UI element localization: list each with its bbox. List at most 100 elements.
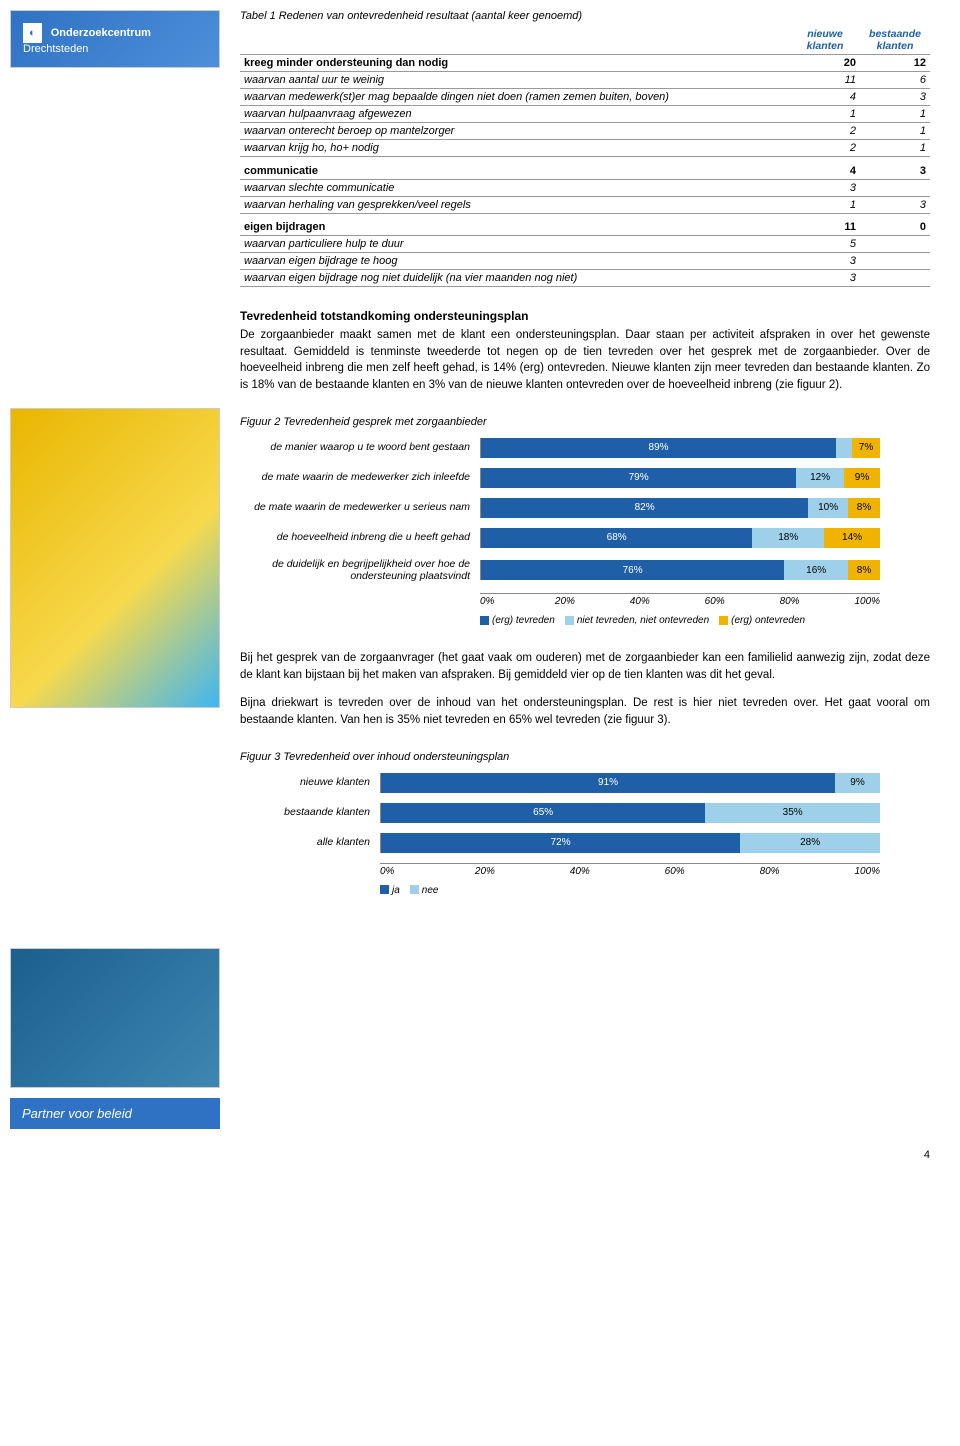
- row-value-new: 4: [790, 163, 860, 180]
- main-content: Tabel 1 Redenen van ontevredenheid resul…: [230, 0, 960, 1129]
- section1-heading: Tevredenheid totstandkoming ondersteunin…: [240, 309, 930, 323]
- bar-wrap: 65%35%: [380, 803, 880, 823]
- table-row: eigen bijdragen110: [240, 219, 930, 236]
- bar-label: bestaande klanten: [240, 806, 380, 819]
- bar-segment: 18%: [752, 528, 824, 548]
- chart-bar-row: de duidelijk en begrijpelijkheid over ho…: [240, 558, 880, 583]
- bar-segment: 16%: [784, 560, 848, 580]
- bar-segment: 82%: [481, 498, 808, 518]
- row-label: waarvan medewerk(st)er mag bepaalde ding…: [240, 89, 790, 106]
- bar-wrap: 79%12%9%: [480, 468, 880, 488]
- row-label: waarvan eigen bijdrage te hoog: [240, 253, 790, 270]
- figure2-caption: Figuur 2 Tevredenheid gesprek met zorgaa…: [240, 416, 930, 428]
- bar-segment: 72%: [381, 833, 740, 853]
- bar-wrap: 68%18%14%: [480, 528, 880, 548]
- bar-wrap: 72%28%: [380, 833, 880, 853]
- chart-bar-row: nieuwe klanten91%9%: [240, 773, 880, 793]
- table-row: kreeg minder ondersteuning dan nodig2012: [240, 55, 930, 72]
- bar-label: alle klanten: [240, 836, 380, 849]
- figure2-chart: de manier waarop u te woord bent gestaan…: [240, 438, 880, 626]
- table-row: waarvan medewerk(st)er mag bepaalde ding…: [240, 89, 930, 106]
- row-value-existing: 3: [860, 196, 930, 213]
- bar-label: de manier waarop u te woord bent gestaan: [240, 441, 480, 454]
- row-label: eigen bijdragen: [240, 219, 790, 236]
- chart-axis: 0%20%40%60%80%100%: [480, 593, 880, 607]
- bar-label: de mate waarin de medewerker u serieus n…: [240, 501, 480, 514]
- row-label: waarvan onterecht beroep op mantelzorger: [240, 123, 790, 140]
- row-label: waarvan hulpaanvraag afgewezen: [240, 106, 790, 123]
- page-number: 4: [0, 1149, 960, 1161]
- sidebar: ◐ Onderzoekcentrum Drechtsteden Partner …: [0, 0, 230, 1129]
- row-label: communicatie: [240, 163, 790, 180]
- row-value-existing: 12: [860, 55, 930, 72]
- table-row: waarvan particuliere hulp te duur5: [240, 236, 930, 253]
- row-label: waarvan particuliere hulp te duur: [240, 236, 790, 253]
- row-value-existing: 0: [860, 219, 930, 236]
- bar-segment: 91%: [381, 773, 835, 793]
- bar-label: de hoeveelheid inbreng die u heeft gehad: [240, 531, 480, 544]
- bar-segment: 8%: [848, 560, 880, 580]
- legend-swatch: [480, 616, 489, 625]
- bar-segment: 35%: [705, 803, 880, 823]
- chart-axis: 0%20%40%60%80%100%: [380, 863, 880, 877]
- bar-segment: [836, 438, 852, 458]
- legend-label: (erg) tevreden: [492, 615, 555, 626]
- section1-para: De zorgaanbieder maakt samen met de klan…: [240, 327, 930, 394]
- row-value-existing: 3: [860, 89, 930, 106]
- row-value-new: 2: [790, 123, 860, 140]
- table-row: waarvan eigen bijdrage nog niet duidelij…: [240, 270, 930, 287]
- row-value-new: 11: [790, 219, 860, 236]
- bar-segment: 65%: [381, 803, 705, 823]
- bar-segment: 7%: [852, 438, 880, 458]
- bar-segment: 89%: [481, 438, 836, 458]
- row-value-existing: 1: [860, 106, 930, 123]
- chart-bar-row: de manier waarop u te woord bent gestaan…: [240, 438, 880, 458]
- row-value-new: 2: [790, 140, 860, 157]
- legend-swatch: [719, 616, 728, 625]
- table1-col1: nieuweklanten: [790, 26, 860, 55]
- section2-para2: Bijna driekwart is tevreden over de inho…: [240, 695, 930, 728]
- chart-legend: janee: [380, 885, 880, 896]
- row-label: waarvan aantal uur te weinig: [240, 72, 790, 89]
- row-value-new: 4: [790, 89, 860, 106]
- row-value-existing: [860, 253, 930, 270]
- section2-para1: Bij het gesprek van de zorgaanvrager (he…: [240, 650, 930, 683]
- row-label: kreeg minder ondersteuning dan nodig: [240, 55, 790, 72]
- bar-segment: 68%: [481, 528, 752, 548]
- table-row: waarvan slechte communicatie3: [240, 179, 930, 196]
- row-value-new: 11: [790, 72, 860, 89]
- table1-caption: Tabel 1 Redenen van ontevredenheid resul…: [240, 10, 930, 22]
- table-row: waarvan krijg ho, ho+ nodig21: [240, 140, 930, 157]
- row-value-existing: [860, 270, 930, 287]
- table-row: communicatie43: [240, 163, 930, 180]
- table-row: waarvan herhaling van gesprekken/veel re…: [240, 196, 930, 213]
- sidebar-image-bottom: [10, 948, 220, 1088]
- bar-segment: 9%: [844, 468, 880, 488]
- bar-label: nieuwe klanten: [240, 776, 380, 789]
- chart-bar-row: de hoeveelheid inbreng die u heeft gehad…: [240, 528, 880, 548]
- legend-label: niet tevreden, niet ontevreden: [577, 615, 709, 626]
- bar-segment: 10%: [808, 498, 848, 518]
- row-value-new: 1: [790, 106, 860, 123]
- legend-swatch: [380, 885, 389, 894]
- sidebar-logo-box: ◐ Onderzoekcentrum Drechtsteden: [10, 10, 220, 68]
- row-value-new: 3: [790, 253, 860, 270]
- table-row: waarvan hulpaanvraag afgewezen11: [240, 106, 930, 123]
- row-value-new: 5: [790, 236, 860, 253]
- row-value-new: 3: [790, 270, 860, 287]
- table-row: waarvan eigen bijdrage te hoog3: [240, 253, 930, 270]
- row-value-new: 1: [790, 196, 860, 213]
- row-value-existing: [860, 179, 930, 196]
- table-row: waarvan aantal uur te weinig116: [240, 72, 930, 89]
- chart-bar-row: de mate waarin de medewerker u serieus n…: [240, 498, 880, 518]
- bar-segment: 9%: [835, 773, 880, 793]
- chart-legend: (erg) tevreden niet tevreden, niet ontevr…: [480, 615, 880, 626]
- bar-segment: 76%: [481, 560, 784, 580]
- legend-label: ja: [392, 885, 400, 896]
- row-value-existing: 6: [860, 72, 930, 89]
- logo-title: Onderzoekcentrum: [51, 27, 151, 39]
- bar-wrap: 76%16%8%: [480, 560, 880, 580]
- chart-bar-row: alle klanten72%28%: [240, 833, 880, 853]
- legend-swatch: [565, 616, 574, 625]
- sidebar-footer: Partner voor beleid: [10, 1098, 220, 1129]
